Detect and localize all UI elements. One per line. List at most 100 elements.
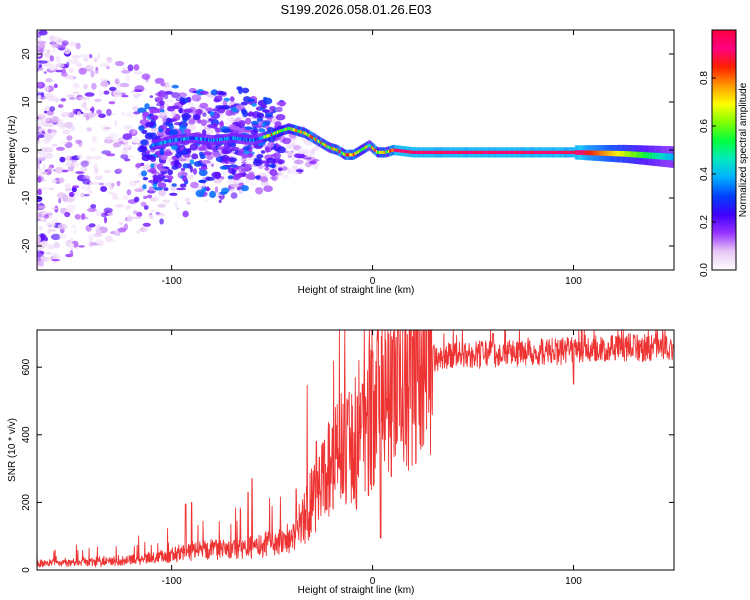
spectrogram-ridge-cell xyxy=(362,147,365,151)
spectrogram-cell xyxy=(174,200,179,208)
spectrogram-ridge-cell xyxy=(339,150,342,154)
spectrogram-ridge-cell xyxy=(203,137,206,141)
spectrogram-ridge-cell xyxy=(520,150,523,154)
spectrogram-ridge-cell xyxy=(180,137,183,141)
spectrogram-ridge-cell xyxy=(251,138,254,142)
spectrogram-cell xyxy=(42,138,51,144)
spectrogram-cell xyxy=(37,91,42,94)
spectrogram-cell xyxy=(306,157,312,160)
spectrogram-cell xyxy=(209,111,215,117)
colorbar-tick-label: 0.8 xyxy=(699,71,710,85)
spectrogram-cell xyxy=(138,125,145,131)
spectrogram-ridge-cell xyxy=(574,150,577,155)
spectrogram-ridge-cell xyxy=(266,134,269,138)
spectrogram-ridge-cell xyxy=(205,138,208,142)
spectrogram-ridge-cell xyxy=(424,150,427,154)
spectrogram-cell xyxy=(259,160,269,164)
spectrogram-cell xyxy=(55,146,65,151)
spectrogram-cell xyxy=(241,168,251,172)
spectrogram-ridge-cell xyxy=(548,150,551,154)
spectrogram-cell xyxy=(105,235,113,243)
spectrogram-cell xyxy=(68,75,76,81)
spectrogram-cell xyxy=(214,186,219,194)
spectrogram-cell xyxy=(292,165,298,170)
spectrogram-ridge-cell xyxy=(297,129,300,133)
spectrogram-cell xyxy=(113,134,118,138)
spectrogram-ridge-cell xyxy=(672,153,674,161)
spectrogram-cell xyxy=(122,67,127,71)
spectrogram-ridge-cell xyxy=(167,139,170,144)
spectrogram-ridge-cell xyxy=(283,128,286,132)
spectrogram-cell xyxy=(149,214,154,220)
spectrogram-ridge-cell xyxy=(199,137,202,141)
spectrogram-cell xyxy=(235,104,244,111)
spectrogram-cell xyxy=(63,47,71,55)
spectrogram-cell xyxy=(47,229,57,232)
spectrogram-cell xyxy=(50,233,61,241)
spectrogram-cell xyxy=(188,118,196,123)
spectrogram-ridge-cell xyxy=(509,150,512,154)
spectrogram-ridge-cell xyxy=(592,150,595,156)
spectrogram-ridge-cell xyxy=(269,133,272,137)
spectrogram-cell xyxy=(188,174,194,180)
spectrogram-ridge-cell xyxy=(569,150,573,154)
spectrogram-cell xyxy=(144,103,150,110)
spectrogram-cell xyxy=(236,186,241,191)
spectrogram-ridge-cell xyxy=(451,150,454,154)
spectrogram-ridge-cell xyxy=(225,137,228,141)
spectrogram-cell xyxy=(122,195,129,200)
spectrogram-ridge-cell xyxy=(547,150,550,154)
spectrogram-cell xyxy=(126,189,132,196)
spectrogram-cell xyxy=(227,175,234,180)
spectrogram-ridge-cell xyxy=(186,137,189,141)
spectrogram-ridge-cell xyxy=(596,150,599,156)
spectrogram-ridge-cell xyxy=(285,127,288,131)
spectrogram-ridge-cell xyxy=(438,150,441,154)
spectrogram-ridge-cell xyxy=(481,150,485,154)
spectrogram-ridge-cell xyxy=(190,136,193,140)
spectrogram-cell xyxy=(165,127,171,136)
spectrogram-cell xyxy=(87,207,97,213)
spectrogram-ridge-cell xyxy=(559,150,562,154)
spectrogram-cell xyxy=(38,128,43,134)
spectrogram-cell xyxy=(103,216,108,224)
spectrogram-cell xyxy=(252,159,263,166)
spectrogram-cell xyxy=(37,82,43,88)
spectrogram-ridge-cell xyxy=(613,150,616,157)
spectrogram-cell xyxy=(68,97,76,100)
spectrogram-cell xyxy=(80,54,90,58)
spectrogram-cell xyxy=(125,111,136,118)
spectrogram-cell xyxy=(264,167,270,171)
spectrogram-cell xyxy=(94,167,99,175)
spectrogram-ridge-cell xyxy=(198,137,201,141)
spectrogram-cell xyxy=(88,241,95,247)
spectrogram-cell xyxy=(37,164,40,169)
spectrogram-cell xyxy=(182,210,189,218)
spectrogram-cell xyxy=(69,67,74,73)
spectrogram-cell xyxy=(150,209,158,213)
spectrogram-ridge-cell xyxy=(579,150,582,155)
spectrogram-cell xyxy=(74,191,80,197)
spectrogram-ridge-cell xyxy=(155,142,158,146)
spectrogram-cell xyxy=(44,117,51,122)
spectrogram-cell xyxy=(141,73,151,80)
spectrogram-ridge-cell xyxy=(235,136,239,141)
spectrogram-ridge-cell xyxy=(342,151,345,155)
spectrogram-cell xyxy=(59,156,66,163)
spectrogram-ridge-cell xyxy=(420,150,423,154)
snr-ticks: -100 0 100 0 200 400 600 xyxy=(21,330,674,587)
spectrogram-ridge-cell xyxy=(333,147,336,151)
spectrogram-cell xyxy=(133,64,140,71)
spectrogram-cell xyxy=(66,94,75,98)
spectrogram-cell xyxy=(90,204,97,209)
spectrogram-cell xyxy=(124,158,131,162)
spectrogram-ridge-cell xyxy=(377,150,380,154)
spectrogram-ridge-cell xyxy=(334,147,337,152)
spectrogram-cell xyxy=(84,193,90,197)
spectrogram-ridge-cell xyxy=(656,152,659,160)
spectrogram-cell xyxy=(47,244,55,250)
spectrogram-ridge-cell xyxy=(432,150,435,154)
spectrogram-cell xyxy=(181,97,189,104)
spectrogram-cell xyxy=(86,65,95,70)
